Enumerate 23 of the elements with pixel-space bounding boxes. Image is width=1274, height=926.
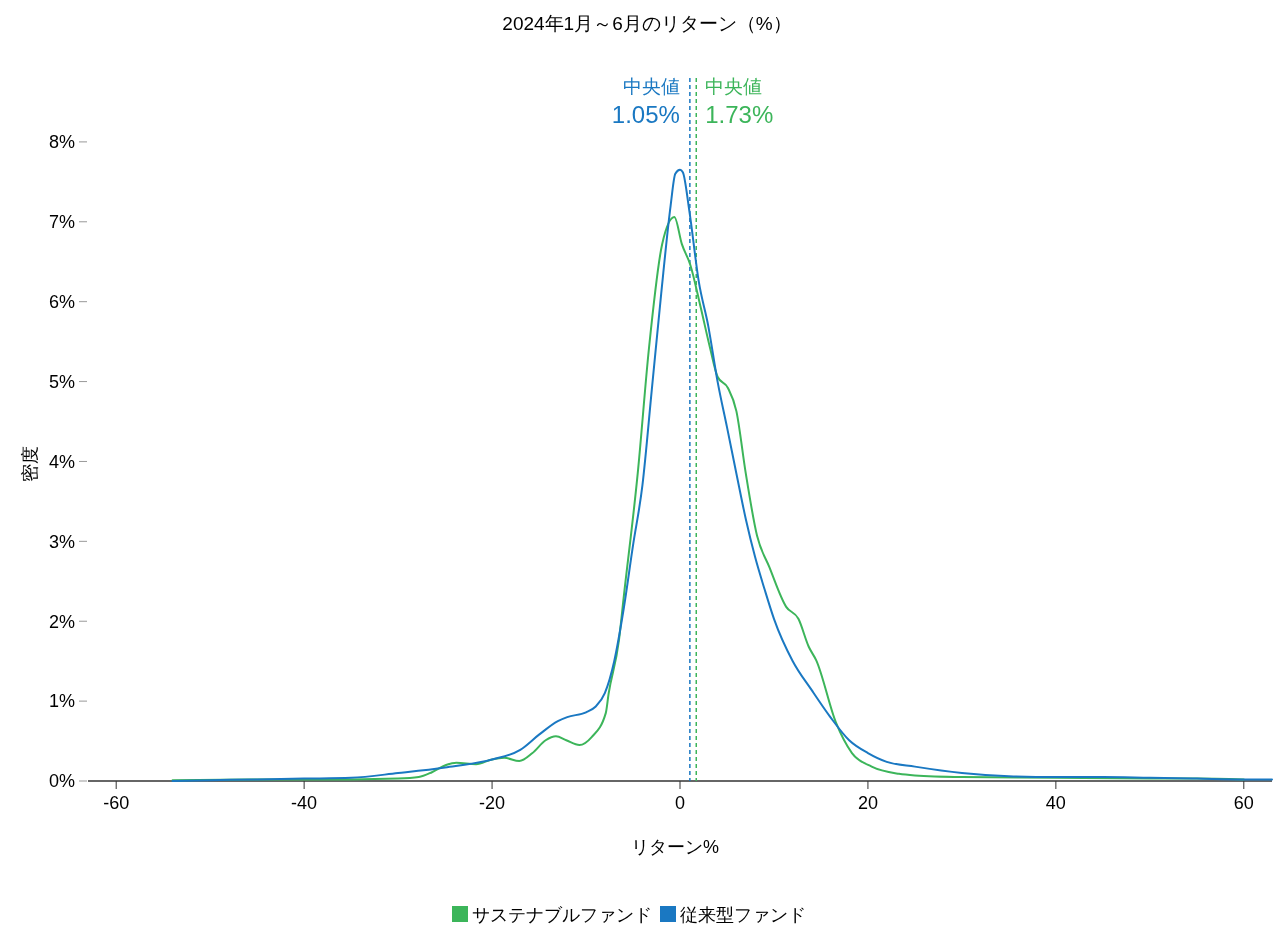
x-tick-label: -40 xyxy=(291,793,318,813)
y-tick-label: 1% xyxy=(48,691,75,712)
x-tick-label: 0 xyxy=(674,793,686,813)
x-tick-label: -20 xyxy=(479,793,506,813)
legend-label: サステナブルファンド xyxy=(472,905,652,925)
y-tick-label: 3% xyxy=(48,531,75,552)
legend-label: 従来型ファンド xyxy=(680,905,806,925)
x-axis-title: リターン% xyxy=(630,837,720,857)
y-tick-label: 5% xyxy=(48,371,75,392)
y-tick-label: 7% xyxy=(48,212,75,233)
ref-line-label: 中央値 1.73% xyxy=(705,76,774,128)
x-tick-label: 60 xyxy=(1233,793,1254,813)
y-tick-label: 2% xyxy=(48,611,75,632)
x-tick-label: -60 xyxy=(103,793,130,813)
chart-title: 2024年1月～6月のリターン（%） xyxy=(502,13,792,34)
y-axis-title: 密度 xyxy=(20,445,40,482)
ref-line-label: 中央値 1.05% xyxy=(611,76,680,128)
y-tick-label: 0% xyxy=(48,771,75,792)
y-tick-label: 4% xyxy=(48,451,75,472)
y-tick-label: 8% xyxy=(48,132,75,153)
x-tick-label: 40 xyxy=(1045,793,1066,813)
x-tick-label: 20 xyxy=(857,793,878,813)
y-tick-label: 6% xyxy=(48,291,75,312)
